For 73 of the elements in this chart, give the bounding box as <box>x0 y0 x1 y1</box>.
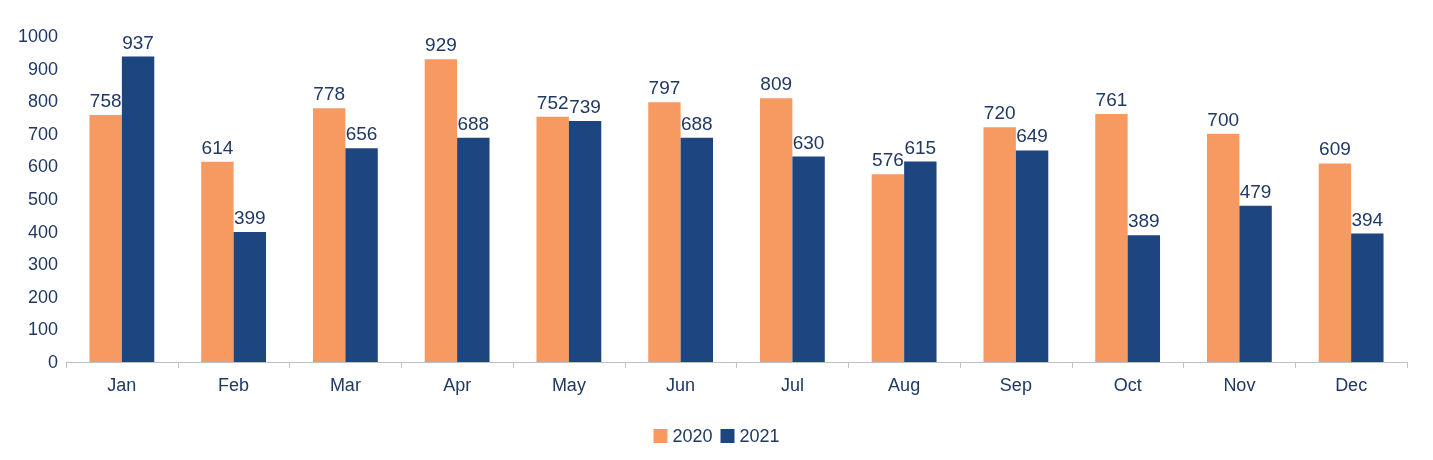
data-label: 929 <box>425 34 457 56</box>
data-label: 576 <box>872 149 904 171</box>
data-label: 688 <box>457 112 490 134</box>
x-tick-label: Apr <box>443 375 472 395</box>
data-label: 615 <box>904 136 937 158</box>
bar <box>233 231 267 362</box>
data-label: 614 <box>201 136 234 158</box>
data-label: 688 <box>680 112 713 134</box>
data-label: 752 <box>536 91 569 113</box>
bar <box>121 56 155 362</box>
bar <box>792 156 825 362</box>
y-tick-label: 0 <box>47 352 58 372</box>
x-tick-label: Jul <box>780 375 804 395</box>
x-tick-label: Mar <box>329 375 361 395</box>
y-tick-label: 600 <box>27 156 58 177</box>
data-label: 399 <box>233 206 266 228</box>
data-label: 937 <box>122 31 154 53</box>
data-label: 797 <box>648 77 681 99</box>
data-label: 778 <box>313 83 346 105</box>
data-label: 609 <box>1319 138 1351 160</box>
x-tick-label: Oct <box>1113 375 1142 395</box>
data-label: 758 <box>89 89 122 111</box>
y-tick-label: 900 <box>27 58 58 79</box>
bar <box>680 137 714 362</box>
y-tick-label: 800 <box>27 91 58 112</box>
x-tick-label: Jun <box>666 375 696 395</box>
data-label: 720 <box>983 102 1016 124</box>
bar <box>201 161 234 362</box>
bar <box>312 108 346 362</box>
data-label: 656 <box>345 123 378 145</box>
bar <box>345 148 378 362</box>
bar <box>1015 150 1049 362</box>
bar <box>983 127 1016 362</box>
data-label: 739 <box>569 96 601 118</box>
x-tick-label: May <box>551 375 586 395</box>
x-tick-label: Jan <box>107 375 137 395</box>
bar <box>1318 163 1352 362</box>
y-tick-label: 200 <box>27 286 58 307</box>
bar <box>1095 113 1128 362</box>
data-label: 394 <box>1351 208 1384 230</box>
bar <box>1127 235 1161 362</box>
bar <box>648 102 681 362</box>
y-tick-label: 400 <box>27 221 58 242</box>
bar <box>1206 133 1240 362</box>
bar <box>89 114 122 362</box>
x-tick-label: Sep <box>999 375 1032 395</box>
y-tick-label: 300 <box>27 254 58 275</box>
x-tick-label: Dec <box>1335 375 1368 395</box>
bar <box>1239 205 1272 362</box>
bar <box>457 137 490 362</box>
data-label: 389 <box>1127 210 1160 232</box>
x-tick-label: Nov <box>1223 375 1256 395</box>
y-tick-label: 1000 <box>17 26 58 46</box>
legend-label: 2020 <box>672 426 713 446</box>
y-tick-label: 100 <box>27 319 58 340</box>
data-label: 479 <box>1239 180 1272 202</box>
data-label: 630 <box>792 131 825 153</box>
bar <box>424 59 458 362</box>
x-tick-label: Aug <box>888 375 921 395</box>
x-tick-label: Feb <box>218 375 250 395</box>
bar <box>904 161 937 362</box>
bar <box>1351 233 1384 362</box>
legend-label: 2021 <box>739 426 780 446</box>
bar <box>568 121 602 362</box>
bar <box>871 174 905 362</box>
y-tick-label: 700 <box>27 123 58 144</box>
bar <box>759 98 793 362</box>
data-label: 649 <box>1016 125 1048 147</box>
y-tick-label: 500 <box>27 189 58 209</box>
bar <box>536 116 569 362</box>
data-label: 809 <box>760 73 793 95</box>
data-label: 700 <box>1207 108 1240 130</box>
data-label: 761 <box>1095 88 1128 110</box>
